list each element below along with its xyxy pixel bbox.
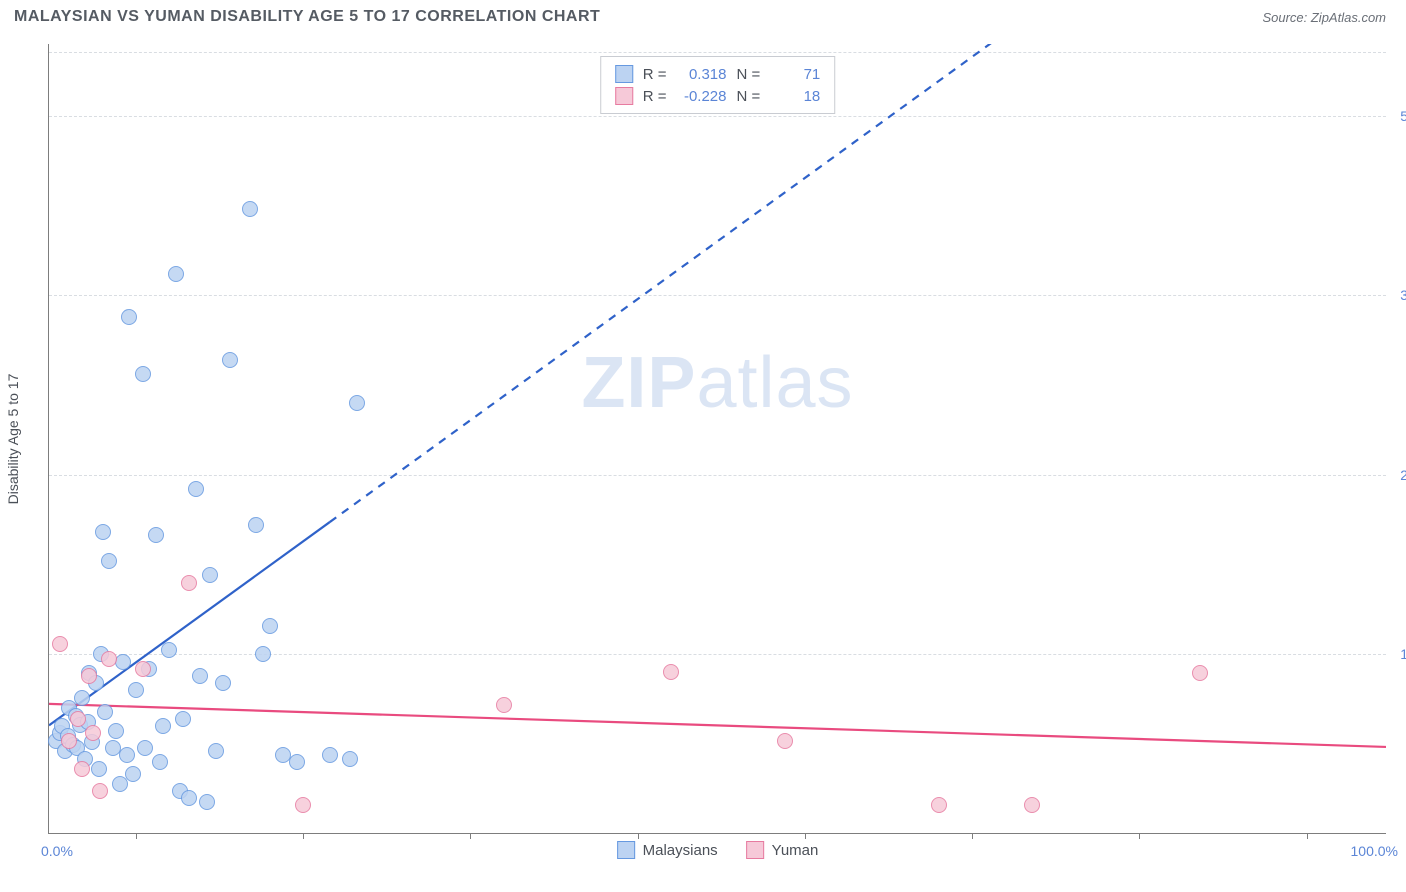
- point-malaysians: [137, 740, 153, 756]
- point-malaysians: [97, 704, 113, 720]
- point-yuman: [101, 651, 117, 667]
- legend-label: Yuman: [772, 842, 819, 859]
- legend-swatch-icon: [615, 65, 633, 83]
- point-malaysians: [119, 747, 135, 763]
- x-tick: [470, 833, 471, 839]
- point-malaysians: [181, 790, 197, 806]
- point-yuman: [1192, 665, 1208, 681]
- point-malaysians: [349, 395, 365, 411]
- legend-item-yuman: Yuman: [746, 841, 819, 859]
- x-tick: [303, 833, 304, 839]
- point-yuman: [135, 661, 151, 677]
- point-malaysians: [128, 682, 144, 698]
- chart-plot-area: ZIPatlas Disability Age 5 to 17 12.5%25.…: [48, 44, 1386, 834]
- point-malaysians: [135, 366, 151, 382]
- point-malaysians: [215, 675, 231, 691]
- y-tick-label: 12.5%: [1390, 646, 1406, 662]
- r-label: R =: [643, 88, 667, 105]
- point-yuman: [81, 668, 97, 684]
- legend-swatch-icon: [746, 841, 764, 859]
- point-malaysians: [289, 754, 305, 770]
- x-tick: [1307, 833, 1308, 839]
- point-malaysians: [95, 524, 111, 540]
- point-yuman: [931, 797, 947, 813]
- point-yuman: [74, 761, 90, 777]
- r-value-yuman: -0.228: [677, 88, 727, 105]
- x-tick: [136, 833, 137, 839]
- point-malaysians: [342, 751, 358, 767]
- point-malaysians: [202, 567, 218, 583]
- y-tick-label: 25.0%: [1390, 467, 1406, 483]
- watermark: ZIPatlas: [581, 342, 853, 424]
- point-yuman: [92, 783, 108, 799]
- point-malaysians: [199, 794, 215, 810]
- chart-title: MALAYSIAN VS YUMAN DISABILITY AGE 5 TO 1…: [14, 8, 600, 26]
- point-malaysians: [192, 668, 208, 684]
- legend-row-malaysians: R = 0.318 N = 71: [615, 63, 821, 85]
- trend-lines: [49, 44, 1386, 833]
- point-malaysians: [125, 766, 141, 782]
- gridline: [49, 475, 1386, 476]
- point-yuman: [181, 575, 197, 591]
- series-legend: Malaysians Yuman: [617, 841, 819, 859]
- point-malaysians: [208, 743, 224, 759]
- point-malaysians: [175, 711, 191, 727]
- point-yuman: [1024, 797, 1040, 813]
- y-tick-label: 50.0%: [1390, 108, 1406, 124]
- point-malaysians: [322, 747, 338, 763]
- point-yuman: [496, 697, 512, 713]
- source-label: Source: ZipAtlas.com: [1262, 10, 1386, 25]
- legend-label: Malaysians: [643, 842, 718, 859]
- point-yuman: [295, 797, 311, 813]
- gridline: [49, 52, 1386, 53]
- gridline: [49, 654, 1386, 655]
- point-malaysians: [222, 352, 238, 368]
- legend-row-yuman: R = -0.228 N = 18: [615, 85, 821, 107]
- x-min-label: 0.0%: [41, 843, 73, 859]
- point-yuman: [70, 711, 86, 727]
- point-yuman: [85, 725, 101, 741]
- n-value-yuman: 18: [770, 88, 820, 105]
- point-yuman: [777, 733, 793, 749]
- point-yuman: [61, 733, 77, 749]
- point-malaysians: [74, 690, 90, 706]
- point-malaysians: [108, 723, 124, 739]
- point-malaysians: [121, 309, 137, 325]
- legend-swatch-icon: [617, 841, 635, 859]
- point-malaysians: [161, 642, 177, 658]
- x-tick: [638, 833, 639, 839]
- point-malaysians: [152, 754, 168, 770]
- n-label: N =: [737, 88, 761, 105]
- n-value-malaysians: 71: [770, 66, 820, 83]
- point-malaysians: [255, 646, 271, 662]
- x-tick: [1139, 833, 1140, 839]
- point-malaysians: [168, 266, 184, 282]
- legend-item-malaysians: Malaysians: [617, 841, 718, 859]
- y-axis-title: Disability Age 5 to 17: [5, 373, 21, 504]
- point-malaysians: [91, 761, 107, 777]
- r-value-malaysians: 0.318: [677, 66, 727, 83]
- x-tick: [805, 833, 806, 839]
- x-max-label: 100.0%: [1351, 843, 1398, 859]
- x-tick: [972, 833, 973, 839]
- point-malaysians: [242, 201, 258, 217]
- legend-swatch-icon: [615, 87, 633, 105]
- point-yuman: [52, 636, 68, 652]
- y-tick-label: 37.5%: [1390, 287, 1406, 303]
- point-malaysians: [112, 776, 128, 792]
- correlation-legend: R = 0.318 N = 71 R = -0.228 N = 18: [600, 56, 836, 114]
- gridline: [49, 295, 1386, 296]
- point-malaysians: [188, 481, 204, 497]
- point-malaysians: [101, 553, 117, 569]
- point-malaysians: [248, 517, 264, 533]
- point-malaysians: [262, 618, 278, 634]
- point-malaysians: [148, 527, 164, 543]
- gridline: [49, 116, 1386, 117]
- r-label: R =: [643, 66, 667, 83]
- point-yuman: [663, 664, 679, 680]
- n-label: N =: [737, 66, 761, 83]
- point-malaysians: [155, 718, 171, 734]
